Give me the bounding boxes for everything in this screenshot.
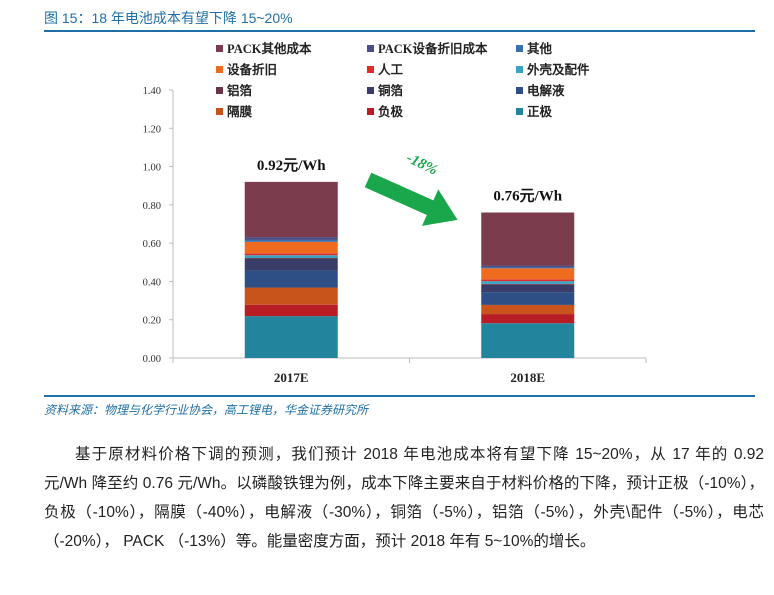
legend-swatch (367, 66, 374, 73)
total-label: 0.92元/Wh (257, 157, 326, 174)
legend-label: 外壳及配件 (526, 62, 590, 77)
bar-segment-2018E-负极 (481, 314, 575, 324)
bar-segment-2017E-人工 (244, 253, 338, 256)
legend-item: 人工 (367, 62, 404, 77)
y-tick-label: 1.20 (143, 124, 161, 135)
y-tick-label: 0.20 (143, 316, 161, 327)
legend-item: 隔膜 (216, 104, 253, 119)
legend-swatch (516, 45, 523, 52)
legend-item: 设备折旧 (216, 62, 277, 77)
change-annotation: -18% (364, 150, 458, 226)
y-tick-label: 0.00 (143, 354, 161, 365)
figure-title: 图 15：18 年电池成本有望下降 15~20% (44, 10, 293, 26)
bar-segment-2018E-人工 (481, 279, 575, 282)
change-label: -18% (404, 150, 440, 179)
y-tick-label: 0.60 (143, 239, 161, 250)
legend-item: 正极 (516, 104, 553, 119)
bar-segment-2018E-铜箔 (481, 284, 575, 293)
legend-label: PACK设备折旧成本 (378, 41, 488, 56)
x-axis: 2017E 2018E (172, 357, 647, 385)
source-divider (44, 395, 755, 397)
legend-swatch (516, 108, 523, 115)
legend-label: 电解液 (527, 83, 565, 98)
bar-segment-2018E-隔膜 (481, 304, 575, 315)
bar-segment-2018E-外壳及配件 (481, 281, 575, 284)
legend-label: 其他 (527, 41, 553, 56)
body-paragraph: 基于原材料价格下调的预测，我们预计 2018 年电池成本将有望下降 15~20%… (44, 446, 764, 550)
legend-item: PACK其他成本 (216, 41, 312, 56)
down-arrow-icon (364, 172, 458, 226)
legend-swatch (216, 66, 223, 73)
bar-segment-2018E-PACK设备折旧成本 (481, 265, 575, 268)
bar-segment-2017E-其他 (244, 239, 338, 242)
legend-item: 铝箔 (216, 83, 253, 98)
legend-label: PACK其他成本 (227, 41, 312, 56)
legend-label: 负极 (378, 104, 404, 119)
legend-swatch (516, 87, 523, 94)
legend-swatch (367, 87, 374, 94)
legend-swatch (516, 66, 523, 73)
legend-label: 铜箔 (378, 83, 404, 98)
arrow-shape (364, 172, 458, 226)
legend-swatch (216, 108, 223, 115)
bar-segment-2018E-正极 (481, 323, 575, 358)
bar-segment-2018E-铝箔 (481, 283, 575, 285)
legend-item: PACK设备折旧成本 (367, 41, 488, 56)
bar-segment-2017E-铜箔 (244, 258, 338, 271)
bar-segment-2017E-负极 (244, 304, 338, 317)
bar-segment-2018E-设备折旧 (481, 268, 575, 280)
legend-label: 正极 (527, 104, 553, 119)
legend-label: 人工 (378, 62, 404, 77)
legend-swatch (367, 45, 374, 52)
source-note: 资料来源：物理与化学行业协会，高工锂电，华金证券研究所 (44, 403, 369, 417)
legend-swatch (367, 108, 374, 115)
body-text: 基于原材料价格下调的预测，我们预计 2018 年电池成本将有望下降 15~20%… (44, 440, 764, 556)
total-labels: 0.92元/Wh 0.76元/Wh (257, 157, 563, 205)
bar-segment-2017E-隔膜 (244, 287, 338, 305)
legend-label: 隔膜 (227, 104, 253, 119)
legend-label: 设备折旧 (227, 62, 277, 77)
bar-segment-2017E-PACK其他成本 (244, 181, 338, 238)
legend-label: 铝箔 (227, 83, 253, 98)
legend-item: 电解液 (516, 83, 565, 98)
bar-segment-2017E-设备折旧 (244, 241, 338, 254)
y-axis: 0.00 0.20 0.40 0.60 0.80 1.00 1.20 1.40 (143, 86, 174, 365)
y-tick-label: 1.40 (143, 86, 161, 97)
y-tick-label: 0.40 (143, 277, 161, 288)
bar-segment-2018E-其他 (481, 267, 575, 269)
legend-swatch (216, 87, 223, 94)
bar-segment-2018E-电解液 (481, 292, 575, 305)
title-divider (44, 30, 755, 32)
bar-segment-2017E-电解液 (244, 270, 338, 288)
bar-segment-2017E-正极 (244, 316, 338, 358)
legend-item: 外壳及配件 (516, 62, 590, 77)
y-tick-label: 1.00 (143, 163, 161, 174)
bar-segment-2018E-PACK其他成本 (481, 212, 575, 266)
legend-swatch (216, 45, 223, 52)
bar-segment-2017E-PACK设备折旧成本 (244, 237, 338, 240)
y-tick-label: 0.80 (143, 201, 161, 212)
bar-segment-2017E-外壳及配件 (244, 255, 338, 259)
legend-item: 负极 (367, 104, 404, 119)
legend-item: 其他 (516, 41, 553, 56)
bars (244, 181, 575, 358)
total-label: 0.76元/Wh (493, 188, 562, 205)
x-tick-label: 2018E (510, 370, 545, 385)
x-tick-label: 2017E (274, 370, 309, 385)
legend-item: 铜箔 (367, 83, 404, 98)
bar-segment-2017E-铝箔 (244, 258, 338, 259)
